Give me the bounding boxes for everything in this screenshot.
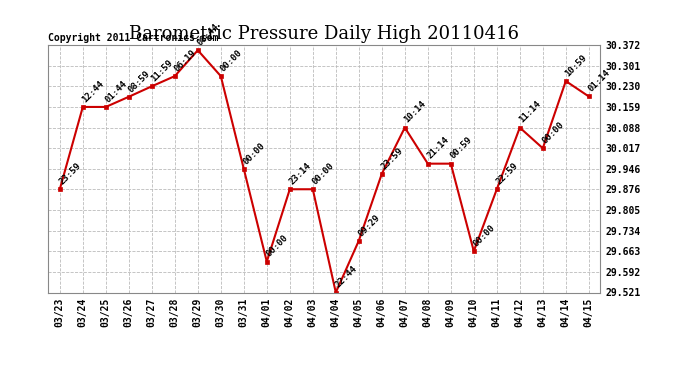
Text: 06:19: 06:19: [172, 48, 198, 74]
Text: 00:00: 00:00: [219, 48, 244, 74]
Text: 10:14: 10:14: [402, 99, 428, 125]
Text: 22:59: 22:59: [495, 161, 520, 186]
Text: 00:00: 00:00: [471, 223, 497, 248]
Text: 01:44: 01:44: [104, 79, 129, 104]
Text: 00:00: 00:00: [540, 120, 566, 146]
Text: 23:14: 23:14: [288, 161, 313, 186]
Text: 10:59: 10:59: [564, 53, 589, 78]
Text: 00:00: 00:00: [241, 141, 267, 166]
Text: 23:59: 23:59: [380, 146, 405, 171]
Text: 12:44: 12:44: [81, 79, 106, 104]
Text: 00:00: 00:00: [310, 161, 336, 186]
Text: 00:59: 00:59: [448, 135, 474, 161]
Text: 23:59: 23:59: [57, 161, 83, 186]
Text: 08:59: 08:59: [126, 69, 152, 94]
Text: 21:14: 21:14: [426, 135, 451, 161]
Title: Barometric Pressure Daily High 20110416: Barometric Pressure Daily High 20110416: [129, 26, 520, 44]
Text: 09:29: 09:29: [357, 213, 382, 238]
Text: 11:14: 11:14: [518, 99, 543, 125]
Text: Copyright 2011 Cartronics.com: Copyright 2011 Cartronics.com: [48, 33, 219, 42]
Text: 11:59: 11:59: [150, 58, 175, 84]
Text: 01:14: 01:14: [586, 68, 612, 94]
Text: 00:00: 00:00: [264, 234, 290, 259]
Text: 22:44: 22:44: [333, 264, 359, 290]
Text: 08:44: 08:44: [195, 22, 221, 48]
